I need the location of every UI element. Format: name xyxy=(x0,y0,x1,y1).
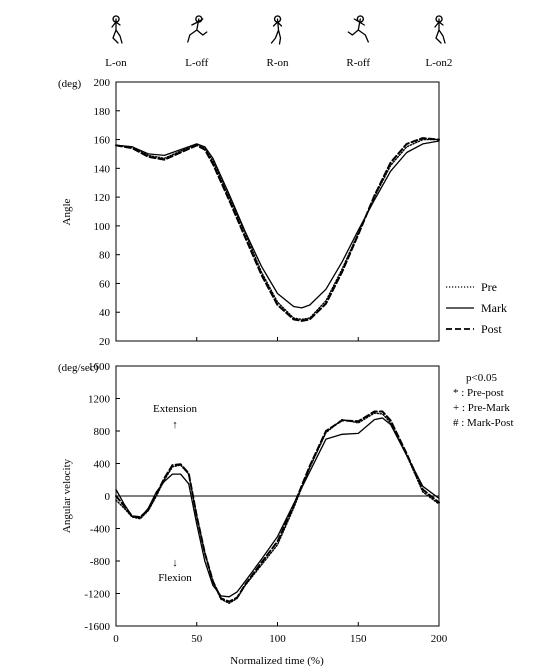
y-tick-label: -1200 xyxy=(84,589,110,601)
x-tick-label: 0 xyxy=(113,633,119,645)
phase-label: L-on2 xyxy=(426,57,453,69)
series-line-mark xyxy=(115,417,440,598)
extension-arrow: ↑ xyxy=(172,419,178,431)
y-tick-label: 20 xyxy=(99,336,111,348)
y-tick-label: 800 xyxy=(94,426,111,438)
series-line-post xyxy=(115,137,440,322)
running-figure-icon xyxy=(187,15,208,43)
angle-x-tick-marks xyxy=(115,337,440,341)
significance-title: p<0.05 xyxy=(466,372,497,384)
y-tick-label: 200 xyxy=(94,77,111,89)
gait-phase-labels: L-on L-off R-on R-off L-on2 xyxy=(105,57,452,69)
velocity-x-tick-labels: 0 50 100 150 200 xyxy=(113,622,448,645)
x-tick-label: 150 xyxy=(350,633,367,645)
significance-item-pre-mark: + : Pre-Mark xyxy=(453,402,510,414)
running-figure-icon xyxy=(347,15,369,43)
running-figure-icon xyxy=(434,15,446,44)
velocity-series-lines xyxy=(115,410,440,604)
velocity-y-tick-labels: -1600 -1200 -800 -400 0 400 800 1200 1600 xyxy=(84,361,120,633)
phase-label: R-on xyxy=(267,57,290,69)
y-tick-label: 40 xyxy=(99,307,111,319)
y-tick-label: 140 xyxy=(94,163,111,175)
phase-label: L-on xyxy=(105,57,127,69)
y-tick-label: 1600 xyxy=(88,361,111,373)
series-line-mark xyxy=(115,140,440,309)
angular-velocity-chart: -1600 -1200 -800 -400 0 400 800 1200 1600 0 50 100… xyxy=(58,361,448,667)
flexion-annotation: Flexion xyxy=(158,572,192,584)
x-tick-label: 100 xyxy=(269,633,286,645)
legend-label-post: Post xyxy=(481,322,502,336)
significance-item-pre-post: * : Pre-post xyxy=(453,387,504,399)
series-line-pre xyxy=(115,138,440,321)
x-axis-label: Normalized time (%) xyxy=(230,655,324,667)
significance-notes: p<0.05 * : Pre-post + : Pre-Mark # : Mar… xyxy=(453,372,514,429)
x-tick-label: 50 xyxy=(191,633,203,645)
x-tick-label: 200 xyxy=(431,633,448,645)
y-tick-label: 1200 xyxy=(88,394,111,406)
angle-chart: 20 40 60 80 100 120 140 160 180 200 (deg) Angle xyxy=(58,77,440,348)
running-figure-icon xyxy=(111,15,123,44)
angle-y-tick-labels: 20 40 60 80 100 120 140 160 180 200 xyxy=(94,77,120,348)
y-tick-label: 160 xyxy=(94,135,111,147)
runner-pose xyxy=(187,15,208,43)
legend-label-pre: Pre xyxy=(481,280,497,294)
y-tick-label: -1600 xyxy=(84,621,110,633)
flexion-arrow: ↓ xyxy=(172,557,178,569)
y-tick-label: 180 xyxy=(94,106,111,118)
y-tick-label: 60 xyxy=(99,278,111,290)
runner-pose xyxy=(270,15,283,45)
angle-y-axis-label: Angle xyxy=(61,198,73,225)
runner-pose xyxy=(111,15,123,44)
y-tick-label: 80 xyxy=(99,250,111,262)
runner-pose xyxy=(434,15,446,44)
legend: Pre Mark Post xyxy=(446,280,507,336)
y-tick-label: 0 xyxy=(105,491,111,503)
phase-label: L-off xyxy=(185,57,208,69)
y-tick-label: -800 xyxy=(90,556,111,568)
extension-annotation: Extension xyxy=(153,403,197,415)
legend-label-mark: Mark xyxy=(481,301,507,315)
velocity-y-axis-label: Angular velocity xyxy=(61,458,73,533)
y-tick-label: 120 xyxy=(94,192,111,204)
running-figure-icon xyxy=(270,15,283,45)
y-tick-label: 400 xyxy=(94,459,111,471)
gait-phase-icons xyxy=(111,15,446,45)
runner-pose xyxy=(347,15,369,43)
y-tick-label: 100 xyxy=(94,221,111,233)
significance-item-mark-post: # : Mark-Post xyxy=(453,417,514,429)
series-line-post xyxy=(115,410,440,603)
y-tick-label: -400 xyxy=(90,524,111,536)
phase-label: R-off xyxy=(346,57,370,69)
angle-unit-label: (deg) xyxy=(58,78,82,90)
angle-series-lines xyxy=(115,137,440,322)
velocity-unit-label: (deg/sec) xyxy=(58,362,99,374)
